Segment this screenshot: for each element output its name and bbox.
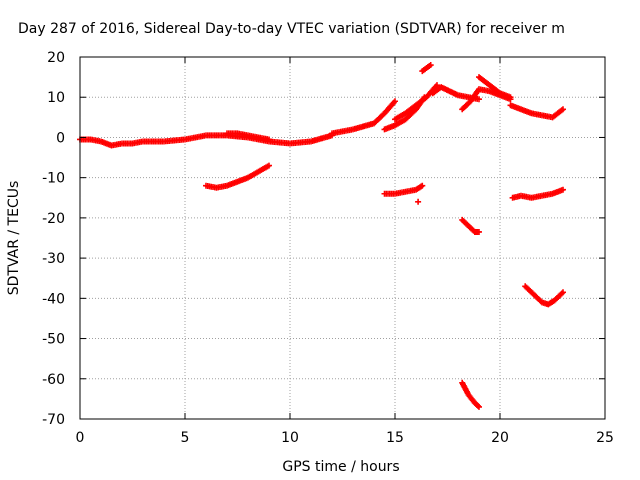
data-point-s15-p30 <box>560 289 566 296</box>
data-point-s16-p18 <box>476 403 482 410</box>
y-tick-label: 0 <box>56 130 65 146</box>
y-tick-label: -70 <box>42 412 65 428</box>
x-tick-label: 5 <box>181 430 190 446</box>
x-tick-label: 25 <box>596 430 614 446</box>
y-tick-label: -30 <box>42 251 65 267</box>
data-point-s1-p40 <box>266 162 272 169</box>
y-tick-label: -10 <box>42 171 65 187</box>
y-tick-label: -60 <box>42 372 65 388</box>
data-point-s14-p30 <box>560 186 566 193</box>
data-point-s7-p23 <box>419 182 426 189</box>
plot-frame <box>79 56 606 420</box>
data-point-s3-p43 <box>392 98 398 105</box>
data-point-s2-p24 <box>266 136 272 143</box>
x-tick-label: 0 <box>76 430 85 446</box>
data-marks <box>77 62 566 410</box>
data-point-s9-p30 <box>476 96 482 103</box>
grid <box>80 57 605 419</box>
data-point-s13-p13 <box>476 228 482 235</box>
data-point-s6-p6 <box>427 62 434 69</box>
y-tick-label: -20 <box>42 211 65 227</box>
chart-title: Day 287 of 2016, Sidereal Day-to-day VTE… <box>18 21 565 37</box>
data-point-s12-p34 <box>560 106 566 113</box>
data-point-s5-p32 <box>434 82 440 89</box>
data-point-s8-p0 <box>415 198 422 205</box>
x-tick-label: 15 <box>386 430 404 446</box>
y-tick-label: 10 <box>47 90 65 106</box>
y-tick-label: -50 <box>42 332 65 348</box>
y-tick-labels: 20 10 0 -10 -20 -30 -40 -50 -60 -70 <box>42 50 65 428</box>
data-point-s16-p17 <box>474 402 481 409</box>
y-tick-label: -40 <box>42 291 65 307</box>
x-tick-labels: 0 5 10 15 20 25 <box>76 430 614 446</box>
y-axis-label: SDTVAR / TECUs <box>6 181 22 296</box>
y-tick-label: 20 <box>47 50 65 66</box>
x-tick-label: 20 <box>491 430 509 446</box>
x-axis-label: GPS time / hours <box>282 459 399 475</box>
x-tick-label: 10 <box>281 430 299 446</box>
data-point-s11-p23 <box>507 94 514 101</box>
axis-ticks <box>79 56 606 420</box>
